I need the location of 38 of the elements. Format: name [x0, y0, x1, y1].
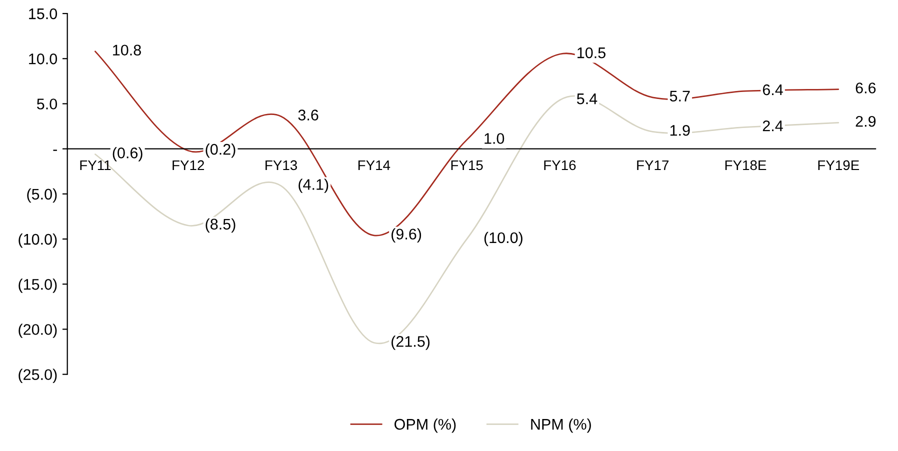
x-tick-label: FY15 — [451, 160, 483, 170]
y-tick-label: 5.0 — [37, 98, 58, 110]
x-tick-label: FY14 — [358, 160, 390, 170]
data-label: (0.2) — [206, 144, 236, 158]
data-label: (4.1) — [298, 178, 328, 193]
data-label: 6.4 — [762, 84, 783, 96]
x-tick-label: FY17 — [637, 160, 668, 170]
data-label: 5.4 — [576, 94, 598, 104]
y-tick-label: 15.0 — [29, 8, 58, 20]
legend-label: NPM (%) — [531, 418, 591, 433]
data-label: 1.0 — [484, 133, 504, 144]
y-tick-label: (15.0) — [18, 278, 57, 293]
y-tick-label: 10.0 — [29, 54, 58, 64]
legend-label: OPM (%) — [394, 418, 456, 433]
x-tick-label: FY13 — [266, 160, 297, 170]
data-label: 2.9 — [856, 116, 876, 127]
data-label: 5.7 — [670, 90, 690, 102]
data-label: (21.5) — [392, 336, 430, 350]
y-tick-label: (20.0) — [18, 324, 57, 338]
data-label: (9.6) — [392, 228, 422, 243]
x-tick-label: FY18E — [725, 160, 766, 170]
data-label: 2.4 — [762, 120, 783, 132]
data-label: (10.0) — [484, 232, 522, 246]
data-label: (8.5) — [206, 218, 236, 233]
y-tick-label: (10.0) — [18, 233, 57, 248]
x-tick-label: FY19E — [818, 160, 860, 170]
x-tick-label: FY12 — [172, 160, 204, 170]
y-tick-label: (5.0) — [27, 188, 57, 203]
data-label: 10.5 — [578, 47, 606, 58]
data-label: 3.6 — [298, 110, 318, 120]
x-tick-label: FY11 — [80, 160, 111, 170]
data-label: 6.6 — [856, 82, 876, 94]
data-label: 1.9 — [670, 124, 690, 136]
x-tick-label: FY16 — [544, 160, 576, 170]
data-label: 10.8 — [113, 44, 141, 56]
data-label: (0.6) — [112, 147, 142, 162]
y-tick-label: (25.0) — [18, 368, 57, 384]
y-tick-label: - — [53, 150, 57, 151]
